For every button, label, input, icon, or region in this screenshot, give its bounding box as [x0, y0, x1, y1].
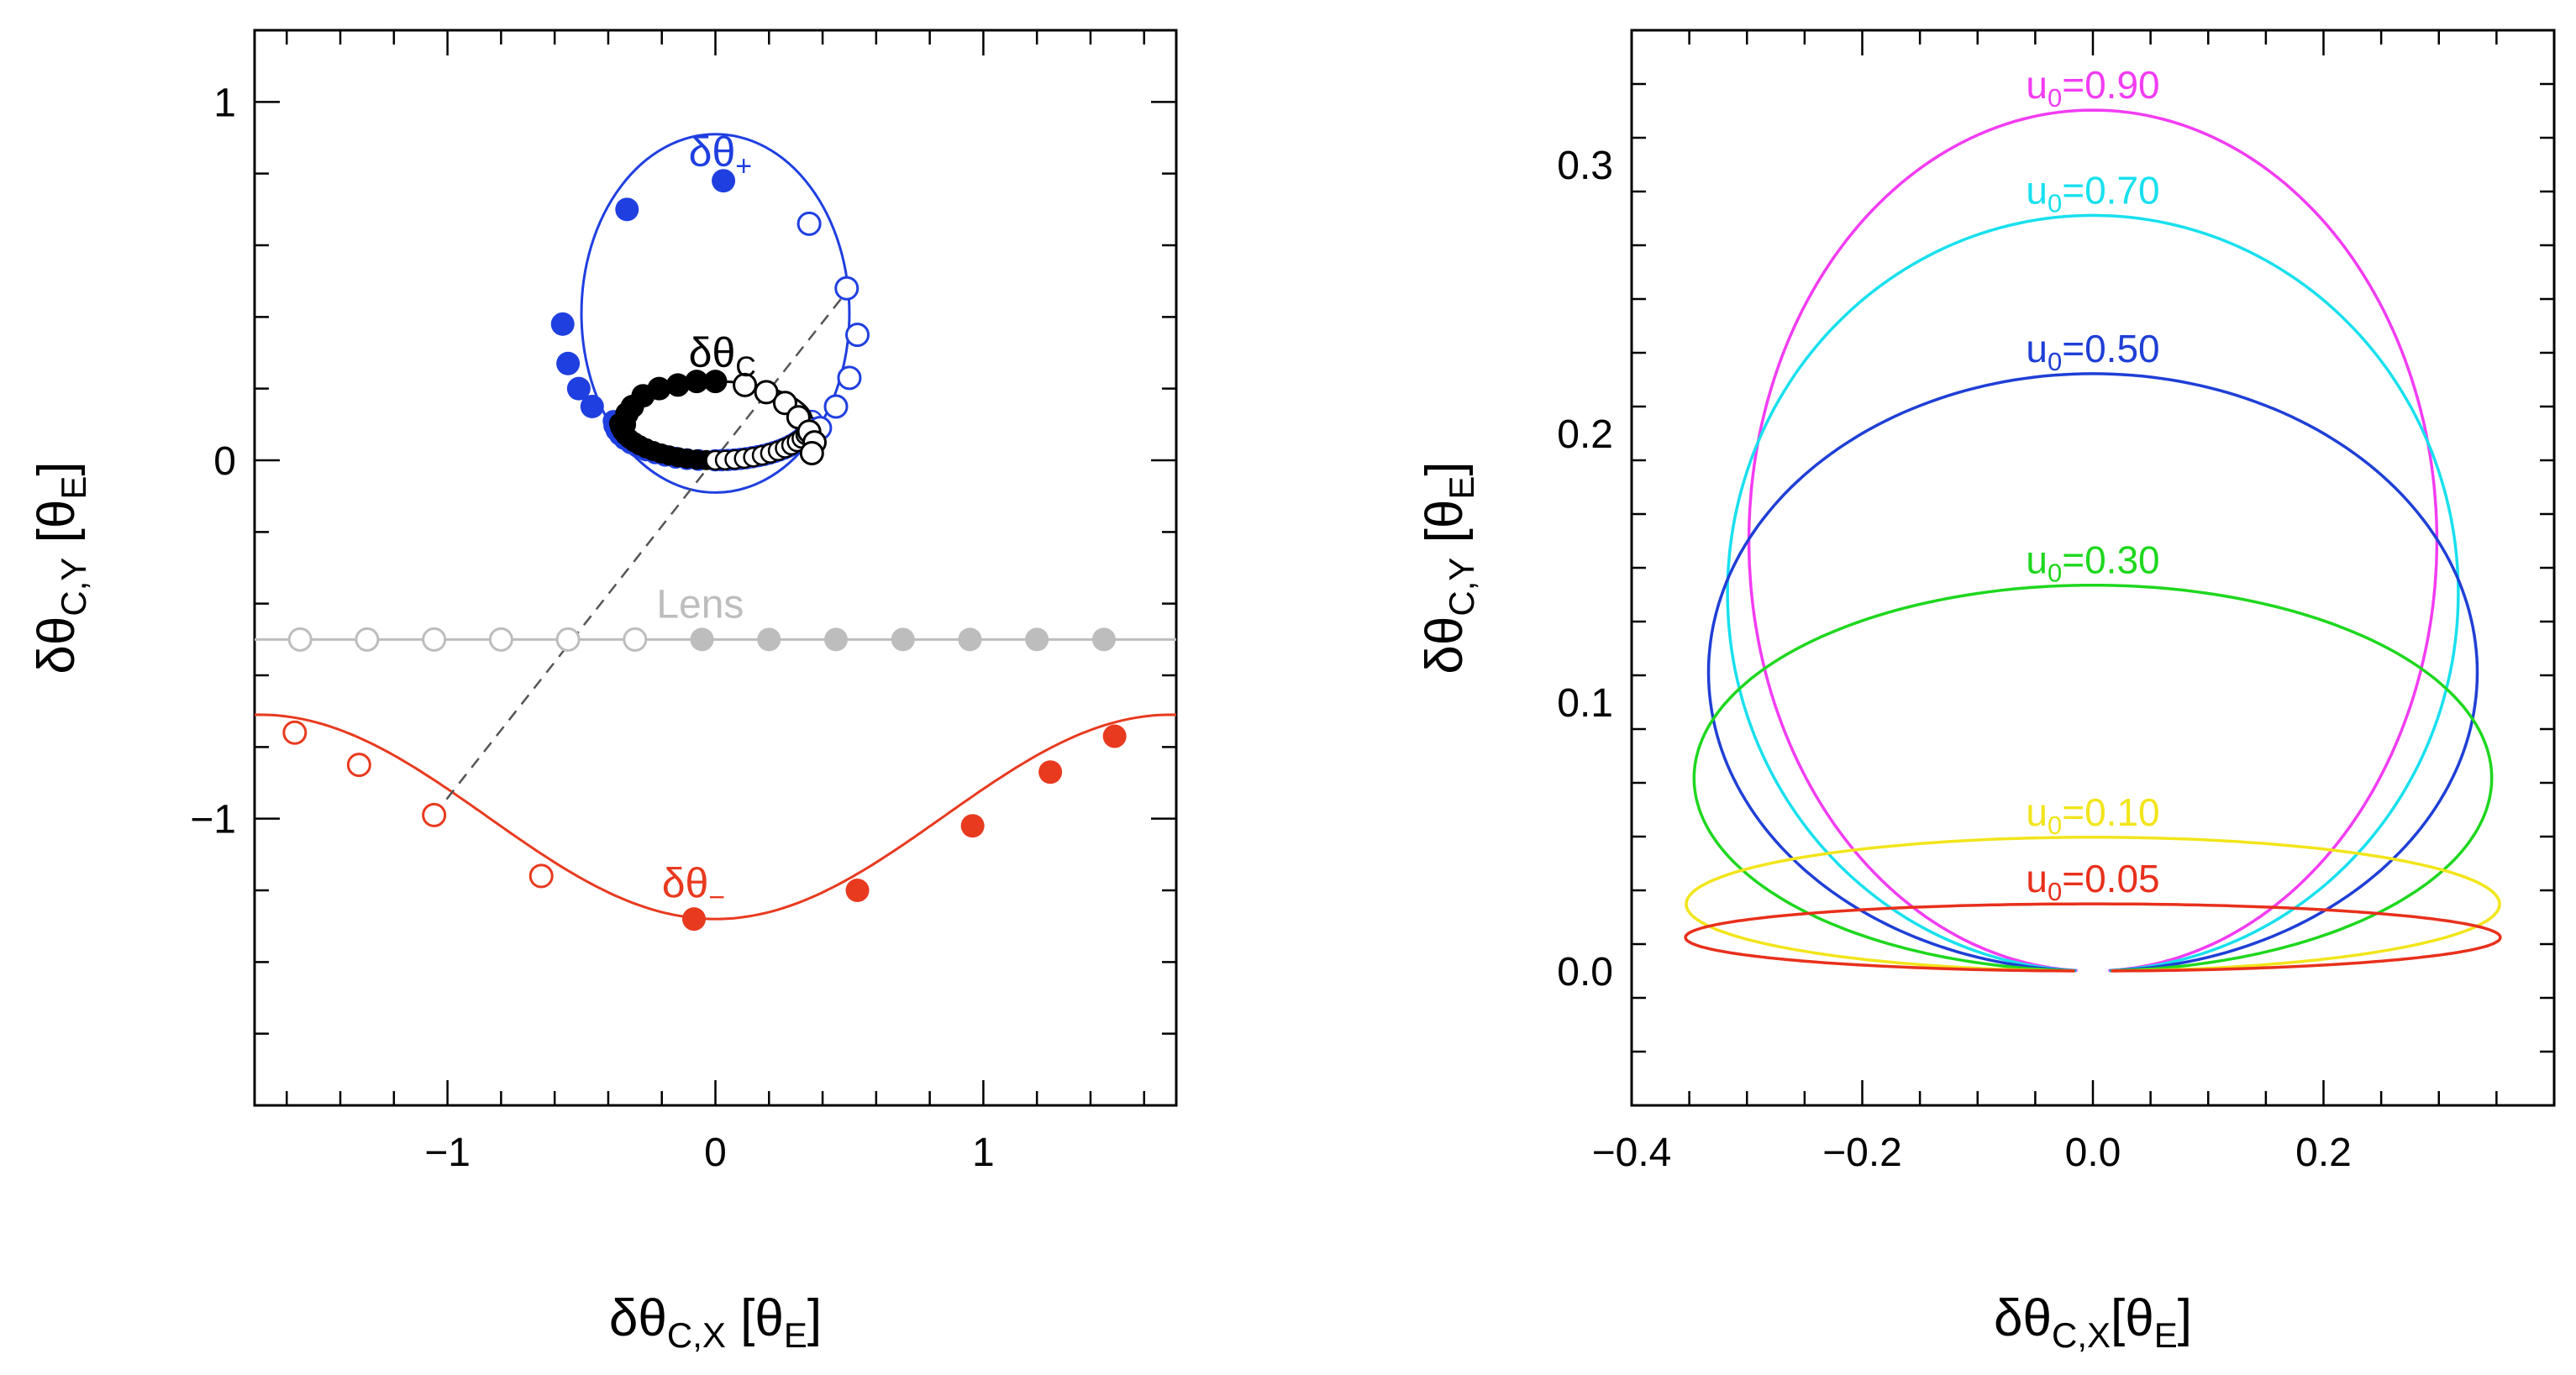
minus-point-open: [422, 802, 447, 827]
centroid-point-open: [799, 440, 824, 465]
minus-curve: [254, 713, 1177, 921]
lens-point-filled: [958, 627, 982, 652]
left-plot-frame: [253, 29, 1178, 1107]
x-tick-label: −1: [424, 1131, 471, 1175]
y-tick-label: 0.3: [1557, 144, 1613, 188]
minus-point-filled: [845, 879, 870, 902]
lens-point-open: [287, 627, 313, 652]
lens-point-filled: [757, 627, 781, 652]
dashed-connector: [433, 287, 850, 816]
centroid-point-open: [733, 372, 758, 397]
lens-point-filled: [1025, 627, 1049, 652]
x-tick-label: 0.2: [2295, 1131, 2352, 1175]
lens-point-filled: [891, 627, 915, 652]
x-tick-label: −0.2: [1822, 1131, 1902, 1175]
y-tick-label: 1: [213, 81, 236, 125]
x-tick-label: 1: [972, 1131, 995, 1175]
label-delta-theta-plus: δθ+: [689, 129, 753, 182]
plus-point-open: [834, 276, 860, 301]
y-tick-label: 0.2: [1557, 412, 1613, 457]
left-plot-area: δθ+ δθC δθ− Lens: [254, 129, 1177, 932]
plus-point-filled: [566, 376, 591, 401]
y-tick-label: 0.0: [1557, 950, 1613, 995]
centroid-point-filled: [703, 370, 728, 394]
lens-point-open: [488, 627, 513, 652]
orbit-u0-0-90: [1747, 108, 2439, 973]
right-plot-area: u0=0.90 u0=0.70 u0=0.50 u0=0.30 u0=0.10 u0=0.…: [1684, 63, 2502, 973]
label-u0-0-70: u0=0.70: [2026, 168, 2159, 218]
plus-point-filled: [580, 395, 604, 418]
x-tick-label: 0.0: [2065, 1131, 2121, 1175]
label-u0-0-05: u0=0.05: [2026, 857, 2159, 906]
minus-point-open: [528, 863, 554, 889]
x-axis-title: δθC,X [θE]: [609, 1289, 822, 1355]
lens-point-filled: [824, 627, 849, 652]
lens-point-filled: [690, 627, 714, 652]
orbit-u0-0-10: [1685, 836, 2501, 973]
orbit-u0-0-70: [1726, 213, 2460, 973]
minus-point-filled: [1038, 760, 1063, 785]
minus-point-open: [346, 753, 371, 778]
y-axis-title: δθC,Y [θE]: [28, 461, 93, 674]
right-ticks: [1630, 29, 2556, 1107]
label-u0-0-50: u0=0.50: [2026, 327, 2159, 376]
label-delta-theta-minus: δθ−: [662, 860, 726, 914]
orbit-u0-0-50: [1706, 372, 2479, 973]
y-tick-label: 0: [213, 439, 236, 484]
plus-point-filled: [712, 169, 736, 193]
y-tick-label: −1: [190, 798, 236, 842]
plus-point-filled: [550, 312, 575, 336]
plus-point-open: [837, 365, 862, 391]
label-lens: Lens: [656, 583, 744, 627]
lens-point-open: [355, 627, 380, 652]
lens-point-filled: [1091, 627, 1116, 652]
minus-point-filled: [960, 814, 985, 838]
centroid-point-filled: [665, 373, 690, 397]
x-tick-label: −0.4: [1592, 1131, 1672, 1175]
minus-point-filled: [1102, 724, 1127, 748]
left-panel: −1 0 1 1 0 −1 δθC,X [θE] δθC,Y [θE] δθ+ δθC δθ− Len…: [28, 29, 1178, 1355]
lens-point-open: [422, 627, 447, 652]
plus-circle: [580, 133, 851, 494]
y-axis-title: δθC,Y [θE]: [1416, 461, 1481, 674]
minus-point-open: [282, 720, 308, 745]
x-axis-title: δθC,X[θE]: [1994, 1289, 2192, 1355]
y-tick-label: 0.1: [1557, 681, 1613, 726]
plus-point-filled: [615, 197, 639, 222]
orbit-u0-0-05: [1684, 902, 2502, 973]
centroid-point-filled: [685, 370, 709, 394]
plus-point-open: [796, 211, 822, 236]
plus-point-filled: [556, 351, 581, 375]
label-u0-0-10: u0=0.10: [2026, 790, 2159, 840]
lens-point-open: [555, 627, 581, 652]
centroid-point-open: [754, 380, 779, 405]
x-tick-label: 0: [704, 1131, 727, 1175]
centroid-point-filled: [647, 376, 671, 401]
right-panel: −0.4 −0.2 0.0 0.2 0.3 0.2 0.1 0.0 δθC,X[θE] δθC,Y…: [1416, 29, 2556, 1355]
label-delta-theta-c: δθC: [689, 329, 756, 383]
plus-point-open: [845, 323, 870, 348]
left-ticks: [255, 29, 1176, 1107]
lens-point-open: [623, 627, 648, 652]
minus-point-filled: [681, 907, 706, 932]
label-u0-0-90: u0=0.90: [2026, 63, 2159, 113]
plus-point-open: [823, 394, 849, 419]
label-u0-0-30: u0=0.30: [2026, 538, 2159, 588]
